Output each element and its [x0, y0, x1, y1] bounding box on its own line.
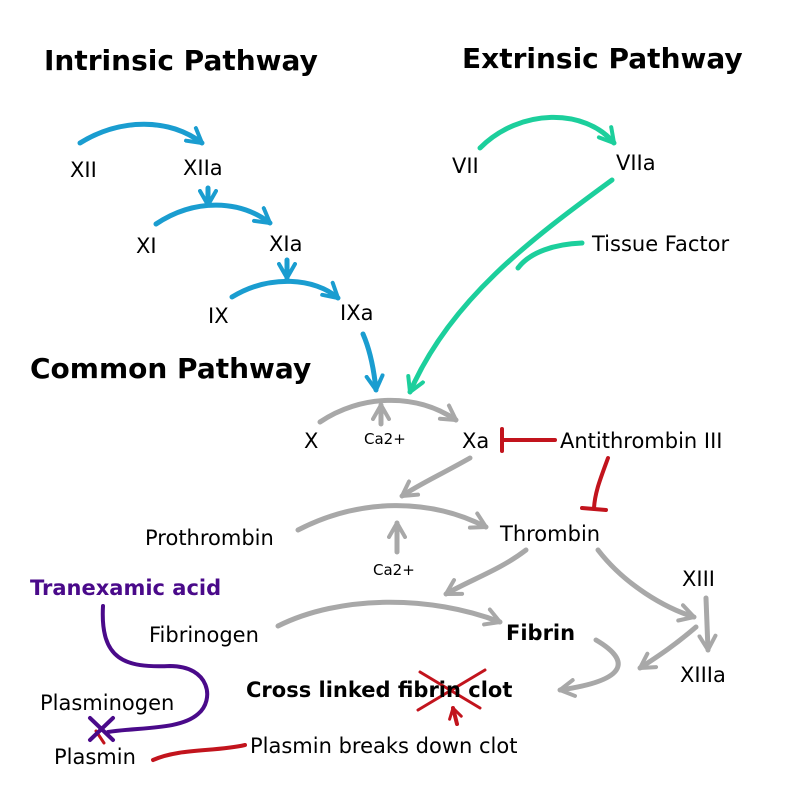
arrow-ixa-to-x: [360, 331, 385, 393]
arrow-x-to-xa: [317, 397, 459, 425]
factor-xiii-label: XIII: [682, 567, 715, 591]
clot-prefix: Cross linked: [246, 678, 398, 702]
clot-label: Cross linked fibrin clot: [246, 678, 512, 702]
factor-x-label: X: [304, 429, 318, 453]
factor-xiia-label: XIIa: [183, 156, 223, 180]
factor-xa-label: Xa: [462, 429, 489, 453]
clot-suffix: clot: [461, 678, 512, 702]
inhibit-antithrombin-thrombin: [592, 456, 610, 510]
plasmin-label: Plasmin: [54, 745, 136, 769]
plasmin-breakdown-line: [151, 743, 247, 762]
line-tissue-factor: [515, 240, 585, 271]
prothrombin-label: Prothrombin: [145, 526, 274, 550]
plasminogen-label: Plasminogen: [40, 691, 174, 715]
tranexamic-acid-label: Tranexamic acid: [30, 576, 221, 600]
plasmin-note-label: Plasmin breaks down clot: [250, 734, 517, 758]
cross-out-line-2: [416, 668, 487, 712]
arrow-prothrombin-to-thrombin: [295, 503, 489, 533]
factor-ix-label: IX: [208, 304, 229, 328]
clot-fibrin-word: fibrin: [398, 678, 461, 702]
antithrombin-label: Antithrombin III: [560, 429, 723, 453]
factor-ixa-label: IXa: [340, 301, 373, 325]
intrinsic-pathway-title: Intrinsic Pathway: [44, 44, 318, 77]
tissue-factor-label: Tissue Factor: [591, 232, 729, 256]
arrow-xa-to-prothrombin: [399, 455, 473, 499]
common-pathway-title: Common Pathway: [30, 352, 311, 385]
breakdown-arrow-clot: [448, 706, 463, 726]
arrow-fibrin-to-clot: [557, 637, 621, 698]
arrow-xiiia-feedback: [637, 624, 699, 671]
arrow-fibrinogen-to-fibrin: [275, 599, 503, 629]
thrombin-label: Thrombin: [499, 522, 600, 546]
factor-xi-label: XI: [136, 234, 157, 258]
arrow-thrombin-to-xiii: [595, 547, 697, 623]
calcium-label-2: Ca2+: [373, 561, 415, 579]
factor-viia-label: VIIa: [616, 151, 656, 175]
factor-xiiia-label: XIIIa: [680, 663, 726, 687]
arrow-xii-to-xiia: [77, 121, 205, 146]
block-x-line-2: [88, 716, 115, 742]
inhibit-bar-thrombin: [580, 506, 608, 512]
arrow-xiii-to-xiiia: [697, 595, 718, 653]
factor-xia-label: XIa: [269, 232, 302, 256]
factor-vii-label: VII: [452, 154, 479, 178]
factor-xii-label: XII: [70, 158, 97, 182]
arrow-thrombin-to-fibrinogen: [443, 547, 529, 597]
arrow-vii-to-viia: [477, 114, 617, 151]
fibrin-label: Fibrin: [506, 621, 575, 645]
arrow-xi-to-xia: [153, 202, 273, 227]
tranexamic-acid-line: [100, 604, 210, 734]
arrow-viia-to-x: [406, 177, 615, 395]
arrow-ix-to-ixa: [229, 278, 341, 301]
calcium-label-1: Ca2+: [364, 430, 406, 448]
fibrinogen-label: Fibrinogen: [149, 623, 259, 647]
extrinsic-pathway-title: Extrinsic Pathway: [462, 42, 743, 75]
